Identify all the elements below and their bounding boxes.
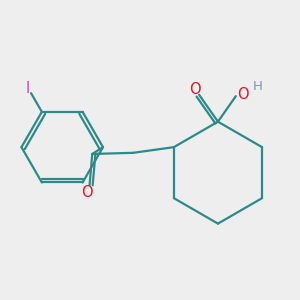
Text: O: O <box>237 87 249 102</box>
Text: H: H <box>252 80 262 93</box>
Text: O: O <box>189 82 201 97</box>
Text: I: I <box>26 81 30 96</box>
Text: O: O <box>82 185 93 200</box>
